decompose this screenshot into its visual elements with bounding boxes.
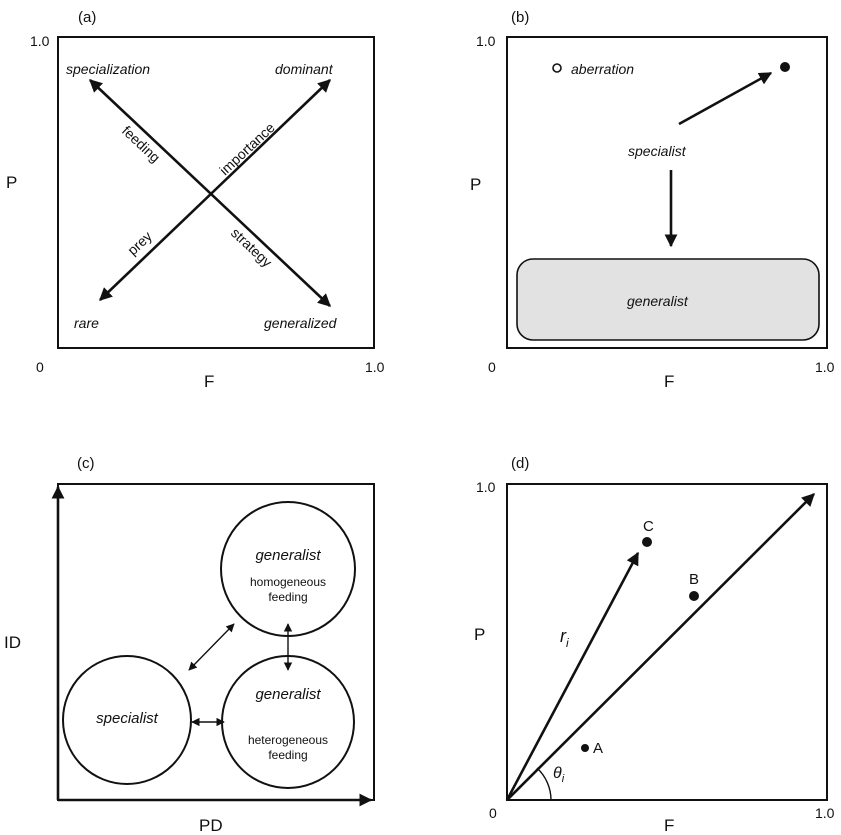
panel-b-label: (b): [511, 9, 529, 26]
panel-b-y-axis-label: P: [470, 175, 481, 194]
panel-a-dominant: dominant: [275, 61, 334, 77]
panel-a-importance: importance: [216, 119, 278, 178]
panel-d-y-axis-label: P: [474, 625, 485, 644]
panel-d-xmin: 0: [489, 805, 497, 821]
panel-d-vector-diagonal: [506, 493, 815, 801]
panel-a-arrow-importance-prey: [99, 79, 331, 301]
panel-b-xmax: 1.0: [815, 359, 835, 375]
panel-d-label: (d): [511, 455, 529, 472]
panel-d-vector-r: [505, 551, 640, 801]
panel-d-ymax: 1.0: [476, 479, 496, 495]
panel-d-frame: [506, 483, 828, 801]
panel-b-x-axis-label: F: [664, 372, 674, 391]
panel-d-point-b-label: B: [689, 571, 699, 588]
panel-b-aberration-label: aberration: [571, 61, 634, 77]
panel-b-specialist-label: specialist: [628, 143, 687, 159]
panel-c: (c) ID PD generalist homogeneous feeding…: [4, 455, 375, 835]
panel-a-y-axis-label: P: [6, 173, 17, 192]
panel-b-arrow-to-specialist: [678, 71, 773, 126]
panel-d-xmax: 1.0: [815, 805, 835, 821]
panel-b-frame: [506, 36, 828, 349]
panel-a-label: (a): [78, 9, 96, 26]
panel-c-right-title: generalist: [255, 686, 321, 703]
panel-c-right-circle: [221, 655, 355, 789]
panel-d-point-c-label: C: [643, 518, 654, 535]
panel-d: (d) 1.0 0 1.0 P F θi ri C B A: [474, 455, 835, 835]
panel-c-x-axis-label: PD: [199, 816, 223, 835]
panel-d-r: ri: [560, 626, 569, 650]
panel-d-point-b-marker: [689, 591, 699, 601]
panel-a-xmax: 1.0: [365, 359, 385, 375]
panel-a-ymax: 1.0: [30, 33, 50, 49]
panel-a-rare: rare: [74, 315, 99, 331]
panel-b-generalist-label: generalist: [627, 293, 689, 309]
panel-a-prey: prey: [124, 228, 155, 258]
panel-b: (b) 1.0 0 1.0 P F aberration specialist …: [470, 9, 835, 391]
panel-a: (a) 1.0 0 1.0 P F specialization dominan…: [6, 9, 385, 391]
panel-c-left-title: specialist: [96, 710, 159, 727]
panel-b-generalist-region: [516, 258, 820, 341]
panel-c-top-sub2: feeding: [268, 590, 307, 604]
panel-c-left-circle: [62, 655, 192, 785]
panel-d-theta: θi: [553, 765, 565, 785]
panel-b-specialist-marker: [780, 62, 790, 72]
panel-c-right-sub: heterogeneous: [248, 733, 328, 747]
panel-b-ymax: 1.0: [476, 33, 496, 49]
panel-d-x-axis-label: F: [664, 816, 674, 835]
panel-d-theta-arc: [536, 767, 552, 801]
panel-c-top-title: generalist: [255, 547, 321, 564]
panel-c-y-axis-label: ID: [4, 633, 21, 652]
panel-d-point-a-label: A: [593, 740, 603, 757]
panel-c-top-circle: [220, 501, 356, 637]
panel-b-xmin: 0: [488, 359, 496, 375]
panel-a-x-axis-label: F: [204, 372, 214, 391]
panel-b-aberration-marker: [552, 63, 562, 73]
panel-a-frame: [57, 36, 375, 349]
panel-a-generalized: generalized: [264, 315, 338, 331]
panel-c-right-sub2: feeding: [268, 748, 307, 762]
panel-c-arrow-left-top: [188, 623, 235, 671]
panel-a-xmin: 0: [36, 359, 44, 375]
panel-d-point-c-marker: [642, 537, 652, 547]
panel-c-top-sub: homogeneous: [250, 575, 326, 589]
panel-d-point-a-marker: [581, 744, 589, 752]
panel-a-arrow-feeding-strategy: [89, 79, 331, 307]
panel-a-specialization: specialization: [66, 61, 150, 77]
panel-c-label: (c): [77, 455, 95, 472]
